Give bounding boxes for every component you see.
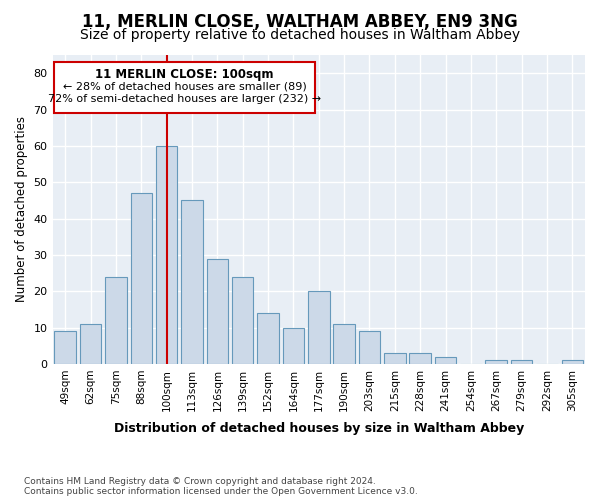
Bar: [283, 328, 304, 364]
Text: 11, MERLIN CLOSE, WALTHAM ABBEY, EN9 3NG: 11, MERLIN CLOSE, WALTHAM ABBEY, EN9 3NG: [82, 12, 518, 30]
Bar: [206, 258, 228, 364]
Bar: [384, 353, 406, 364]
Text: Contains public sector information licensed under the Open Government Licence v3: Contains public sector information licen…: [24, 487, 418, 496]
Text: 11 MERLIN CLOSE: 100sqm: 11 MERLIN CLOSE: 100sqm: [95, 68, 274, 80]
Bar: [435, 356, 457, 364]
Bar: [409, 353, 431, 364]
Bar: [562, 360, 583, 364]
Text: ← 28% of detached houses are smaller (89): ← 28% of detached houses are smaller (89…: [62, 81, 306, 91]
Bar: [105, 276, 127, 364]
Bar: [257, 313, 279, 364]
FancyBboxPatch shape: [54, 62, 315, 113]
Bar: [131, 193, 152, 364]
Bar: [80, 324, 101, 364]
Bar: [511, 360, 532, 364]
Bar: [359, 331, 380, 364]
Bar: [181, 200, 203, 364]
Bar: [308, 291, 329, 364]
Text: 72% of semi-detached houses are larger (232) →: 72% of semi-detached houses are larger (…: [48, 94, 321, 104]
Text: Size of property relative to detached houses in Waltham Abbey: Size of property relative to detached ho…: [80, 28, 520, 42]
X-axis label: Distribution of detached houses by size in Waltham Abbey: Distribution of detached houses by size …: [113, 422, 524, 435]
Bar: [55, 331, 76, 364]
Y-axis label: Number of detached properties: Number of detached properties: [15, 116, 28, 302]
Text: Contains HM Land Registry data © Crown copyright and database right 2024.: Contains HM Land Registry data © Crown c…: [24, 477, 376, 486]
Bar: [485, 360, 507, 364]
Bar: [156, 146, 178, 364]
Bar: [232, 276, 253, 364]
Bar: [334, 324, 355, 364]
